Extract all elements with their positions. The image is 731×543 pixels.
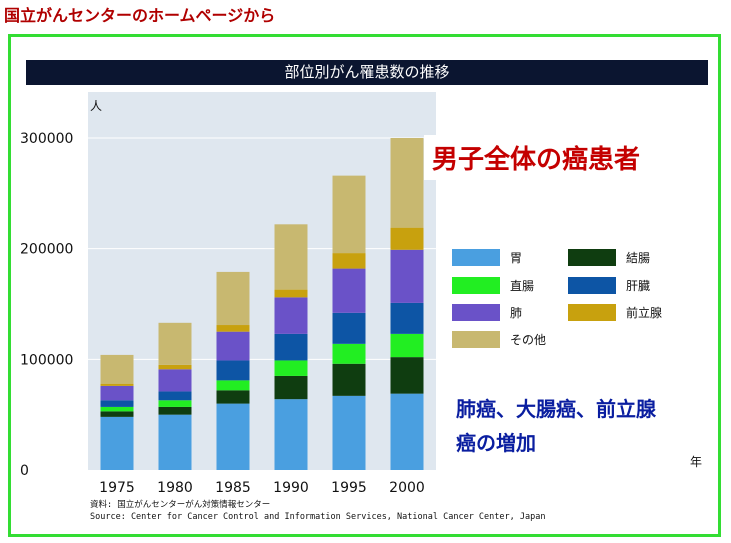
- bar-segment: [216, 403, 250, 470]
- annotation-increase: 肺癌、大腸癌、前立腺癌の増加: [446, 386, 666, 466]
- legend-swatch: [452, 331, 500, 348]
- bar-segment: [274, 399, 308, 470]
- y-axis: 0 100000 200000 300000: [20, 131, 73, 479]
- page-title: 国立がんセンターのホームページから: [4, 6, 276, 25]
- bar-segment: [332, 175, 366, 254]
- bar-segment: [100, 385, 134, 401]
- bar-segment: [390, 138, 424, 228]
- bar-segment: [390, 333, 424, 358]
- legend-swatch: [568, 277, 616, 294]
- legend-swatch: [452, 249, 500, 266]
- bar-segment: [390, 302, 424, 334]
- bar-segment: [216, 331, 250, 361]
- bar-segment: [158, 322, 192, 365]
- bar-segment: [158, 406, 192, 415]
- bar-segment: [216, 360, 250, 381]
- plot-area: [88, 92, 436, 470]
- bar-segment: [274, 360, 308, 376]
- legend-label: 胃: [510, 251, 522, 265]
- annotation-total: 男子全体の癌患者: [424, 135, 649, 180]
- bar-segment: [390, 249, 424, 303]
- y-axis-label: 人: [90, 99, 102, 113]
- legend-label: 直腸: [510, 279, 534, 293]
- bar-segment: [332, 253, 366, 269]
- bar-segment: [100, 406, 134, 412]
- legend-swatch: [452, 277, 500, 294]
- bar-segment: [216, 325, 250, 332]
- legend-label: 前立腺: [626, 305, 662, 320]
- bar-segment: [332, 343, 366, 364]
- bar-segment: [158, 400, 192, 407]
- legend-label: 肺: [510, 306, 522, 320]
- x-axis: 1975 1980 1985 1990 1995 2000: [99, 480, 425, 496]
- chart-title: 部位別がん罹患数の推移: [26, 60, 708, 85]
- bar-segment: [274, 224, 308, 290]
- bar-segment: [100, 354, 134, 384]
- bar-segment: [100, 416, 134, 470]
- bar-segment: [100, 411, 134, 417]
- bar-segment: [216, 390, 250, 404]
- bar-segment: [100, 400, 134, 407]
- bar-segment: [332, 312, 366, 344]
- legend-label: その他: [510, 333, 546, 347]
- x-tick-label: 1975: [99, 480, 135, 496]
- bar-segment: [216, 380, 250, 391]
- bar-segment: [332, 395, 366, 470]
- legend-swatch: [568, 304, 616, 321]
- source-line-en: Source: Center for Cancer Control and In…: [90, 512, 546, 522]
- bar-segment: [274, 297, 308, 334]
- bar-segment: [274, 289, 308, 298]
- x-tick-label: 1980: [157, 480, 193, 496]
- bar-segment: [390, 357, 424, 394]
- bar-segment: [158, 364, 192, 370]
- source-note: 資料: 国立がんセンターがん対策情報センター Source: Center fo…: [90, 499, 545, 523]
- bar-segment: [158, 391, 192, 401]
- bar-segment: [216, 271, 250, 326]
- y-tick-label: 200000: [20, 242, 73, 258]
- source-line-jp: 資料: 国立がんセンターがん対策情報センター: [90, 500, 271, 510]
- legend-swatch: [568, 249, 616, 266]
- bar-segment: [390, 227, 424, 250]
- bar-segment: [332, 363, 366, 396]
- bar-segment: [158, 369, 192, 392]
- x-tick-label: 1995: [331, 480, 367, 496]
- y-tick-label: 100000: [20, 352, 73, 368]
- bar-segment: [158, 414, 192, 470]
- y-tick-label: 300000: [20, 131, 73, 147]
- bar-segment: [274, 333, 308, 361]
- x-tick-label: 1985: [215, 480, 251, 496]
- y-tick-label: 0: [20, 463, 29, 479]
- x-axis-label: 年: [690, 455, 702, 469]
- legend-label: 結腸: [626, 251, 650, 265]
- gridlines: [88, 137, 436, 360]
- bars: [100, 138, 424, 470]
- x-tick-label: 2000: [389, 480, 425, 496]
- bar-segment: [332, 268, 366, 313]
- legend-label: 肝臓: [626, 279, 650, 293]
- bar-segment: [100, 383, 134, 386]
- bar-segment: [390, 393, 424, 470]
- legend-swatch: [452, 304, 500, 321]
- x-tick-label: 1990: [273, 480, 309, 496]
- bar-segment: [274, 375, 308, 400]
